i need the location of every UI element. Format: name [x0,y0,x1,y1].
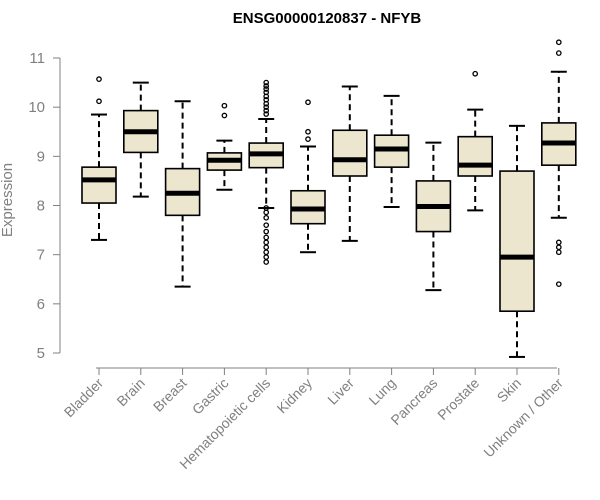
outlier-point [555,281,562,288]
outlier-point [555,39,562,46]
outlier-point [263,254,270,260]
outlier-point [263,86,270,92]
box-rect [457,135,494,177]
outlier-point [263,107,270,114]
box-prostate [457,70,494,212]
outlier-point [305,136,311,142]
outlier-point [263,228,270,235]
y-tick-label: 6 [37,296,45,313]
outlier-point [555,249,562,256]
outlier-point [263,249,270,256]
outlier-point [263,259,270,265]
y-tick-label: 8 [37,198,45,215]
box-breast [164,100,201,288]
box-rect [81,166,117,204]
y-tick-label: 11 [29,50,45,67]
box-rect [499,170,535,313]
outlier-point [263,234,270,241]
y-ticks: 5 6 7 8 9 10 11 [28,50,60,362]
x-tick-label: Prostate [434,375,482,423]
chart-title: ENSG00000120837 - NFYB [233,10,422,27]
x-tick-label: Lung [365,375,398,408]
box-kidney [290,99,326,254]
box-liver [331,85,368,242]
box-bladder [81,76,117,241]
box-pancreas [415,141,452,292]
outlier-point [263,111,270,117]
box-brain [123,81,159,198]
outlier-point [305,128,311,135]
x-tick-label: Liver [324,375,357,408]
y-axis-label: Expression [0,163,16,237]
outlier-point [221,112,228,119]
box-lung [373,94,410,208]
y-tick-label: 5 [37,345,45,362]
box-series [81,39,577,358]
x-tick-label: Brain [113,375,147,409]
outlier-point [263,239,270,246]
outlier-point [96,76,102,82]
x-tick-label: Skin [494,375,525,406]
outlier-point [263,244,270,251]
outlier-point [96,98,102,105]
outlier-point [221,102,228,109]
x-tick-label: Breast [150,375,190,415]
box-gastric [206,102,243,191]
outlier-point [263,100,270,107]
outlier-point [263,222,270,229]
x-tick-label: Bladder [61,375,107,421]
outlier-point [305,99,311,106]
outlier-point [555,244,562,251]
outlier-point [263,209,270,216]
box-unknown-other [540,39,577,288]
y-tick-label: 10 [28,99,45,116]
outlier-point [263,79,270,86]
outlier-point [472,70,479,77]
outlier-point [263,93,270,100]
outlier-point [555,239,562,246]
y-tick-label: 7 [37,247,45,264]
y-tick-label: 9 [37,148,45,165]
x-tick-label: Unknown / Other [480,375,566,461]
x-tick-label: Kidney [274,375,316,417]
box-skin [499,124,535,358]
box-rect [331,129,368,177]
box-hematopoietic-cells [248,79,284,265]
outlier-point [263,214,270,221]
outlier-point [263,83,270,89]
outlier-point [263,104,270,111]
outlier-point [555,50,562,56]
